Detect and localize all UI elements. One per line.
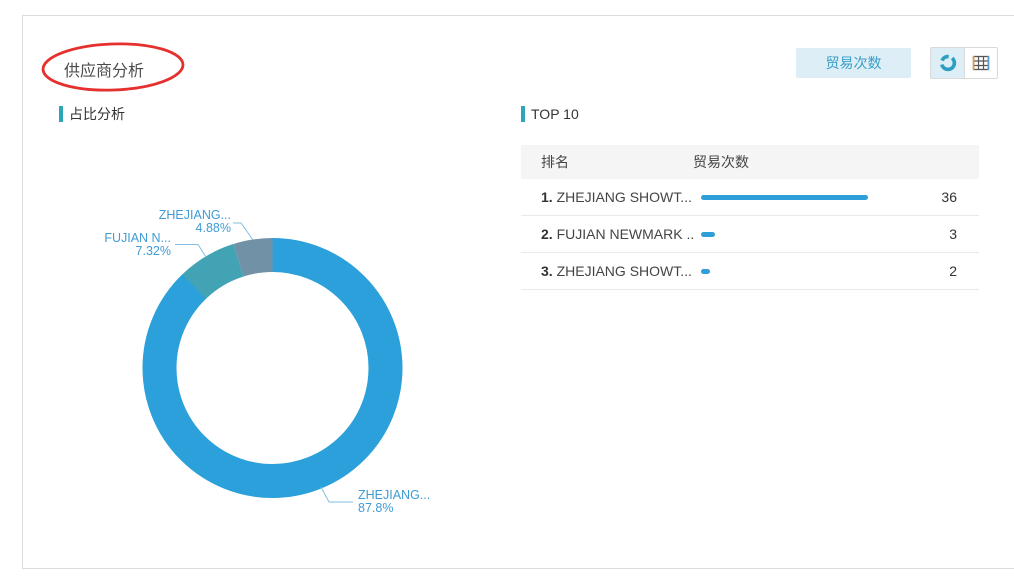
pie-label-pct: 4.88% [196, 221, 231, 235]
supplier-analysis-panel: 供应商分析 贸易次数 占比分析 TOP 10 [22, 15, 1014, 569]
table-row[interactable]: 3. ZHEJIANG SHOWT... 2 [521, 253, 979, 290]
table-grid-icon [972, 55, 990, 71]
donut-chart-icon [939, 54, 956, 72]
label-line-blue [320, 486, 353, 503]
bar-cell [693, 194, 899, 200]
bar-cell [693, 268, 899, 274]
donut-slice[interactable] [142, 238, 403, 498]
trade-count-value: 2 [949, 263, 957, 279]
view-toggle [930, 47, 998, 79]
header-trade-count: 贸易次数 [693, 154, 749, 170]
page-title: 供应商分析 [64, 63, 145, 80]
trade-bar [701, 268, 711, 274]
trade-count-value: 36 [941, 189, 957, 205]
supplier-name: 3. ZHEJIANG SHOWT... [541, 263, 692, 279]
pie-label-name: ZHEJIANG... [159, 208, 231, 222]
trade-count-value: 3 [949, 226, 957, 242]
label-line-gray [233, 222, 254, 241]
table-row[interactable]: 1. ZHEJIANG SHOWT... 36 [521, 179, 979, 216]
table-row[interactable]: 2. FUJIAN NEWMARK ... 3 [521, 216, 979, 253]
bar-cell [693, 231, 899, 237]
rank-number: 1. [541, 189, 553, 205]
rank-number: 3. [541, 263, 553, 279]
supplier-name: 1. ZHEJIANG SHOWT... [541, 189, 692, 205]
section-label: 占比分析 [69, 106, 125, 122]
section-label: TOP 10 [531, 106, 579, 122]
section-top10: TOP 10 [521, 105, 579, 123]
section-tick [59, 106, 63, 122]
donut-chart: ZHEJIANG... 4.88% FUJIAN N... 7.32% ZHEJ… [104, 208, 433, 528]
header-rank: 排名 [541, 154, 569, 170]
label-line-teal [175, 244, 207, 258]
trade-bar [701, 194, 868, 200]
pie-label-name: FUJIAN N... [104, 231, 171, 245]
pie-label-pct: 7.32% [136, 244, 171, 258]
donut-slices[interactable] [113, 208, 433, 528]
section-tick [521, 106, 525, 122]
chart-view-toggle-button[interactable] [931, 48, 964, 78]
section-share-analysis: 占比分析 [59, 105, 125, 123]
donut-slice[interactable] [113, 208, 433, 528]
top10-table: 排名 贸易次数 1. ZHEJIANG SHOWT... 36 2. FUJIA… [521, 145, 979, 290]
trade-bar [701, 231, 715, 237]
donut-slice[interactable] [131, 226, 415, 510]
rank-number: 2. [541, 226, 553, 242]
supplier-name: 2. FUJIAN NEWMARK ... [541, 226, 693, 242]
pie-label-name: ZHEJIANG... [358, 488, 430, 502]
trade-count-metric-button[interactable]: 贸易次数 [796, 48, 911, 78]
pie-label-pct: 87.8% [358, 501, 393, 515]
table-header-row: 排名 贸易次数 [521, 145, 979, 179]
table-view-toggle-button[interactable] [964, 48, 997, 78]
